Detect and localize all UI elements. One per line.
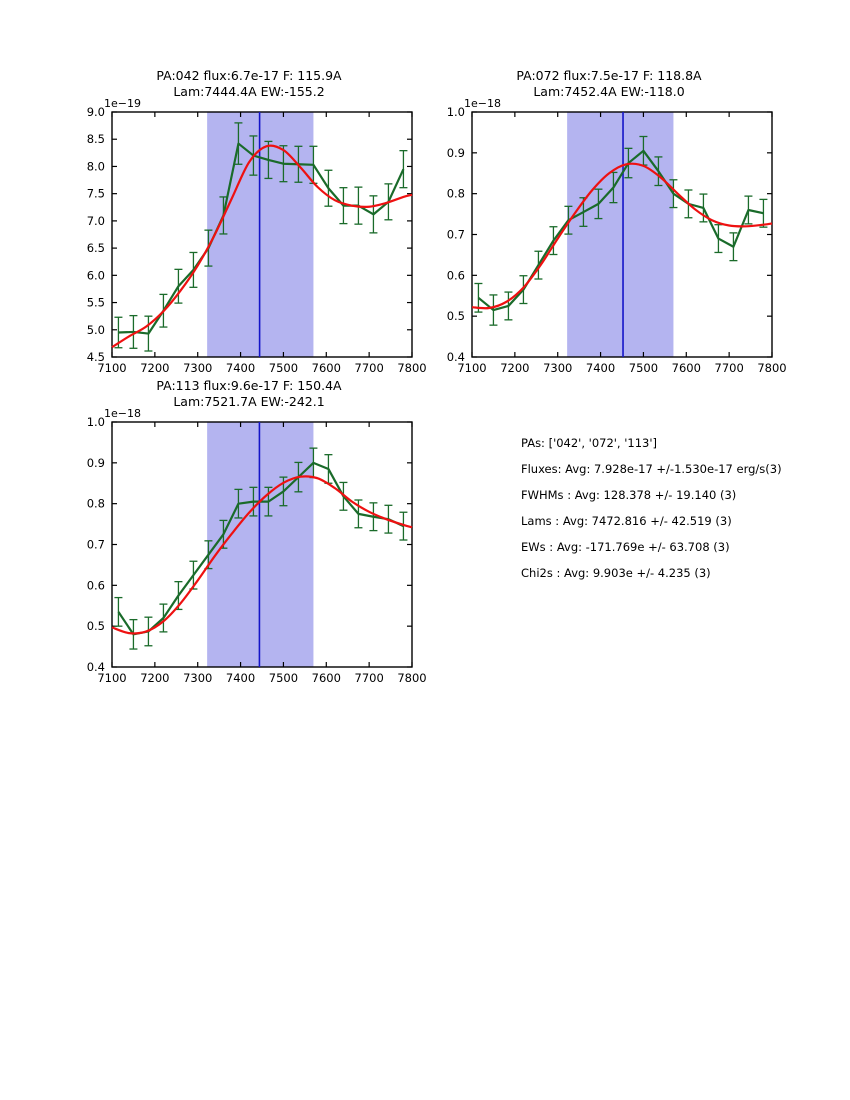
y-tick-label: 0.9 bbox=[447, 146, 465, 160]
plot-area-072[interactable]: 7100 7200 7300 7400 7500 7600 7700 7800 0.4 0.5 0.… bbox=[428, 68, 790, 380]
x-tick-label: 7800 bbox=[397, 361, 426, 375]
y-tick-label: 5.5 bbox=[87, 296, 105, 310]
x-tick-label: 7600 bbox=[312, 671, 341, 685]
y-tick-label: 0.5 bbox=[447, 309, 465, 323]
y-tick-label: 4.5 bbox=[87, 350, 105, 364]
x-tick-label: 7700 bbox=[355, 361, 384, 375]
stats-line-chi2s: Chi2s : Avg: 9.903e +/- 4.235 (3) bbox=[521, 566, 711, 580]
x-tick-label: 7400 bbox=[586, 361, 615, 375]
exponent-label-072: 1e−18 bbox=[464, 97, 501, 110]
panel-title-042-line1: PA:042 flux:6.7e-17 F: 115.9A bbox=[156, 68, 342, 83]
y-tick-label: 6.0 bbox=[87, 268, 105, 282]
panel-title-042: PA:042 flux:6.7e-17 F: 115.9A Lam:7444.4… bbox=[68, 68, 430, 100]
x-tick-label: 7800 bbox=[757, 361, 786, 375]
y-tick-label: 0.6 bbox=[447, 268, 465, 282]
x-tick-label: 7400 bbox=[226, 361, 255, 375]
x-tick-label: 7500 bbox=[269, 361, 298, 375]
y-tick-label: 1.0 bbox=[87, 415, 105, 429]
panel-title-072-line2: Lam:7452.4A EW:-118.0 bbox=[533, 84, 685, 99]
panel-title-113: PA:113 flux:9.6e-17 F: 150.4A Lam:7521.7… bbox=[68, 378, 430, 410]
x-tick-label: 7100 bbox=[97, 671, 126, 685]
y-tick-label: 0.4 bbox=[87, 660, 105, 674]
y-tick-label: 0.8 bbox=[447, 187, 465, 201]
panel-pa-072: PA:072 flux:7.5e-17 F: 118.8A Lam:7452.4… bbox=[428, 68, 790, 380]
panel-pa-042: PA:042 flux:6.7e-17 F: 115.9A Lam:7444.4… bbox=[68, 68, 430, 380]
x-tick-label: 7700 bbox=[355, 671, 384, 685]
exponent-label-113: 1e−18 bbox=[104, 407, 141, 420]
y-tick-label: 9.0 bbox=[87, 105, 105, 119]
y-tick-label: 7.0 bbox=[87, 214, 105, 228]
y-tick-label: 7.5 bbox=[87, 187, 105, 201]
fit-series-line bbox=[111, 144, 413, 349]
stats-line-fwhms: FWHMs : Avg: 128.378 +/- 19.140 (3) bbox=[521, 488, 737, 502]
stats-line-ews: EWs : Avg: -171.769e +/- 63.708 (3) bbox=[521, 540, 730, 554]
x-tick-label: 7800 bbox=[397, 671, 426, 685]
y-tick-label: 0.6 bbox=[87, 578, 105, 592]
x-tick-label: 7100 bbox=[97, 361, 126, 375]
y-tick-label: 0.9 bbox=[87, 456, 105, 470]
x-tick-label: 7200 bbox=[140, 361, 169, 375]
y-tick-label: 0.7 bbox=[87, 538, 105, 552]
x-tick-label: 7300 bbox=[543, 361, 572, 375]
x-tick-label: 7600 bbox=[672, 361, 701, 375]
exponent-label-042: 1e−19 bbox=[104, 97, 141, 110]
panel-title-113-line2: Lam:7521.7A EW:-242.1 bbox=[173, 394, 325, 409]
x-tick-label: 7200 bbox=[500, 361, 529, 375]
y-tick-label: 0.7 bbox=[447, 228, 465, 242]
x-tick-label: 7500 bbox=[269, 671, 298, 685]
panel-title-113-line1: PA:113 flux:9.6e-17 F: 150.4A bbox=[156, 378, 342, 393]
panel-title-042-line2: Lam:7444.4A EW:-155.2 bbox=[173, 84, 325, 99]
shaded-band bbox=[567, 112, 674, 357]
x-tick-label: 7200 bbox=[140, 671, 169, 685]
summary-stats-block: PAs: ['042', '072', '113'] Fluxes: Avg: … bbox=[521, 430, 782, 586]
y-tick-label: 8.0 bbox=[87, 159, 105, 173]
y-tick-label: 0.4 bbox=[447, 350, 465, 364]
x-tick-label: 7500 bbox=[629, 361, 658, 375]
y-tick-label: 0.8 bbox=[87, 497, 105, 511]
stats-line-fluxes: Fluxes: Avg: 7.928e-17 +/-1.530e-17 erg/… bbox=[521, 462, 782, 476]
x-tick-label: 7400 bbox=[226, 671, 255, 685]
panel-pa-113: PA:113 flux:9.6e-17 F: 150.4A Lam:7521.7… bbox=[68, 378, 430, 690]
stats-line-pas: PAs: ['042', '072', '113'] bbox=[521, 436, 658, 450]
y-tick-label: 5.0 bbox=[87, 323, 105, 337]
stats-line-lams: Lams : Avg: 7472.816 +/- 42.519 (3) bbox=[521, 514, 732, 528]
panel-title-072-line1: PA:072 flux:7.5e-17 F: 118.8A bbox=[516, 68, 702, 83]
panel-title-072: PA:072 flux:7.5e-17 F: 118.8A Lam:7452.4… bbox=[428, 68, 790, 100]
fit-series-line bbox=[471, 162, 773, 310]
x-tick-label: 7700 bbox=[715, 361, 744, 375]
x-tick-label: 7300 bbox=[183, 671, 212, 685]
x-tick-label: 7600 bbox=[312, 361, 341, 375]
y-tick-label: 0.5 bbox=[87, 619, 105, 633]
x-tick-label: 7100 bbox=[457, 361, 486, 375]
y-tick-label: 1.0 bbox=[447, 105, 465, 119]
x-tick-label: 7300 bbox=[183, 361, 212, 375]
plot-frame bbox=[111, 111, 413, 358]
y-tick-label: 8.5 bbox=[87, 132, 105, 146]
fit-series-line bbox=[111, 475, 413, 635]
plot-area-042[interactable]: 7100 7200 7300 7400 7500 7600 7700 7800 4.5 5.0 5.… bbox=[68, 68, 430, 380]
plot-area-113[interactable]: 7100 7200 7300 7400 7500 7600 7700 7800 0.4 0.5 0.… bbox=[68, 378, 430, 690]
y-tick-label: 6.5 bbox=[87, 241, 105, 255]
